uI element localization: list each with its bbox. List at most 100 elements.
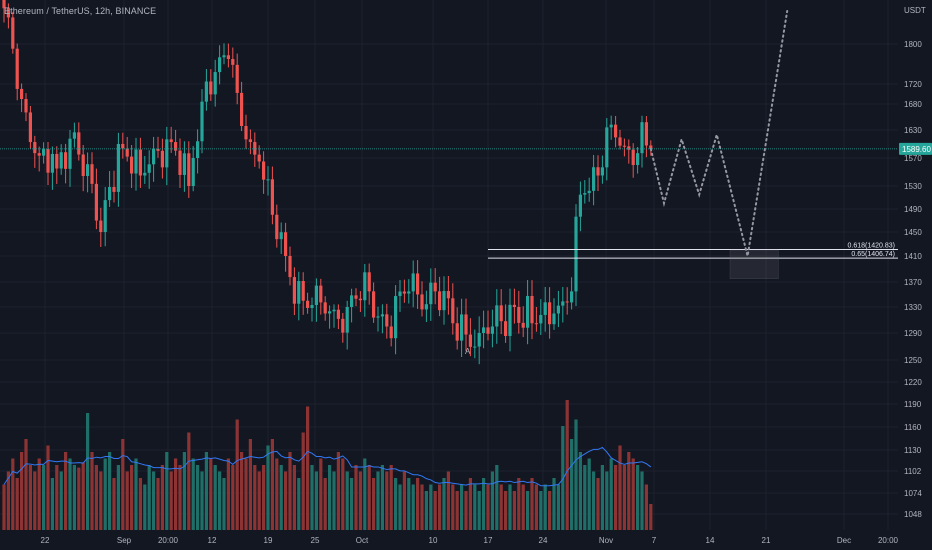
candle-body <box>284 232 288 256</box>
time-axis-label: Sep <box>117 536 132 545</box>
volume-bar <box>86 413 90 530</box>
volume-bar <box>147 465 151 530</box>
candle-body <box>2 0 6 9</box>
volume-bar <box>20 452 24 530</box>
candle-body <box>605 127 609 168</box>
volume-bar <box>156 478 160 530</box>
candle-body <box>521 322 525 328</box>
candle-body <box>288 256 292 278</box>
candle-body <box>125 148 129 157</box>
volume-bar <box>319 458 323 530</box>
volume-bar <box>275 458 279 530</box>
volume-bar <box>499 484 503 530</box>
candle-body <box>319 285 323 303</box>
candle-body <box>640 122 644 154</box>
volume-bar <box>376 471 380 530</box>
candle-body <box>121 144 125 149</box>
volume-bar <box>55 465 59 530</box>
candle-body <box>226 55 230 59</box>
candle-body <box>614 124 618 138</box>
volume-bar <box>64 452 68 530</box>
candle-body <box>526 295 530 328</box>
time-axis-label: 12 <box>208 536 217 545</box>
candle-body <box>512 304 516 307</box>
time-axis-label: 17 <box>484 536 493 545</box>
candle-body <box>649 145 653 149</box>
volume-bar <box>517 478 521 530</box>
candle-body <box>376 316 380 318</box>
time-axis-label: Dec <box>837 536 851 545</box>
volume-bar <box>345 471 349 530</box>
candle-body <box>508 304 512 336</box>
volume-bar <box>196 465 200 530</box>
volume-bar <box>231 465 235 530</box>
candle-body <box>323 302 327 314</box>
volume-bar <box>490 471 494 530</box>
volume-bar <box>455 491 459 530</box>
candle-body <box>592 167 596 191</box>
candle-body <box>310 305 314 308</box>
volume-bar <box>72 465 76 530</box>
volume-bar <box>33 471 37 530</box>
candle-body <box>618 137 622 146</box>
candle-body <box>350 295 354 307</box>
candle-body <box>174 142 178 151</box>
volume-bar <box>578 452 582 530</box>
volume-bar <box>152 471 156 530</box>
volume-bar <box>288 452 292 530</box>
volume-bar <box>451 484 455 530</box>
candle-body <box>477 333 481 347</box>
price-axis-label: 1530 <box>904 182 922 191</box>
candle-body <box>609 124 613 128</box>
candle-body <box>196 141 200 158</box>
volume-bar <box>636 465 640 530</box>
candle-body <box>407 291 411 294</box>
volume-bar <box>209 458 213 530</box>
volume-ma-line <box>3 446 652 487</box>
volume-bar <box>565 400 569 530</box>
candle-body <box>552 313 556 325</box>
candle-body <box>235 64 239 93</box>
candle-body <box>385 314 389 327</box>
volume-bar <box>187 432 191 530</box>
time-axis-label: 10 <box>429 536 438 545</box>
volume-bar <box>222 478 226 530</box>
candle-body <box>11 17 15 49</box>
price-axis-label: 1290 <box>904 329 922 338</box>
candle-body <box>279 232 283 240</box>
price-axis-label: 1800 <box>904 40 922 49</box>
volume-bar <box>574 419 578 530</box>
volume-bar <box>468 478 472 530</box>
candle-body <box>42 149 46 156</box>
volume-bar <box>279 465 283 530</box>
candle-body <box>380 314 384 317</box>
candle-body <box>424 304 428 310</box>
time-axis-label: 20:00 <box>878 536 899 545</box>
candle-body <box>178 150 182 175</box>
candle-body <box>543 302 547 315</box>
candle-body <box>548 302 552 325</box>
candle-body <box>574 216 578 292</box>
candle-body <box>596 167 600 176</box>
candle-body <box>86 164 90 176</box>
volume-bar <box>394 478 398 530</box>
candle-body <box>486 327 490 334</box>
projection-path <box>649 10 789 257</box>
candle-body <box>112 187 116 192</box>
volume-bar <box>372 478 376 530</box>
price-axis-label: 1250 <box>904 356 922 365</box>
volume-bar <box>416 478 420 530</box>
candle-body <box>587 190 591 194</box>
candle-body <box>460 314 464 341</box>
candle-body <box>363 272 367 301</box>
candle-body <box>561 301 565 306</box>
candle-body <box>46 149 50 173</box>
volume-bar <box>2 484 6 530</box>
volume-bar <box>543 484 547 530</box>
candle-body <box>402 291 406 294</box>
volume-bar <box>631 458 635 530</box>
candle-body <box>644 122 648 146</box>
candle-body <box>257 154 261 162</box>
candle-body <box>156 148 160 151</box>
